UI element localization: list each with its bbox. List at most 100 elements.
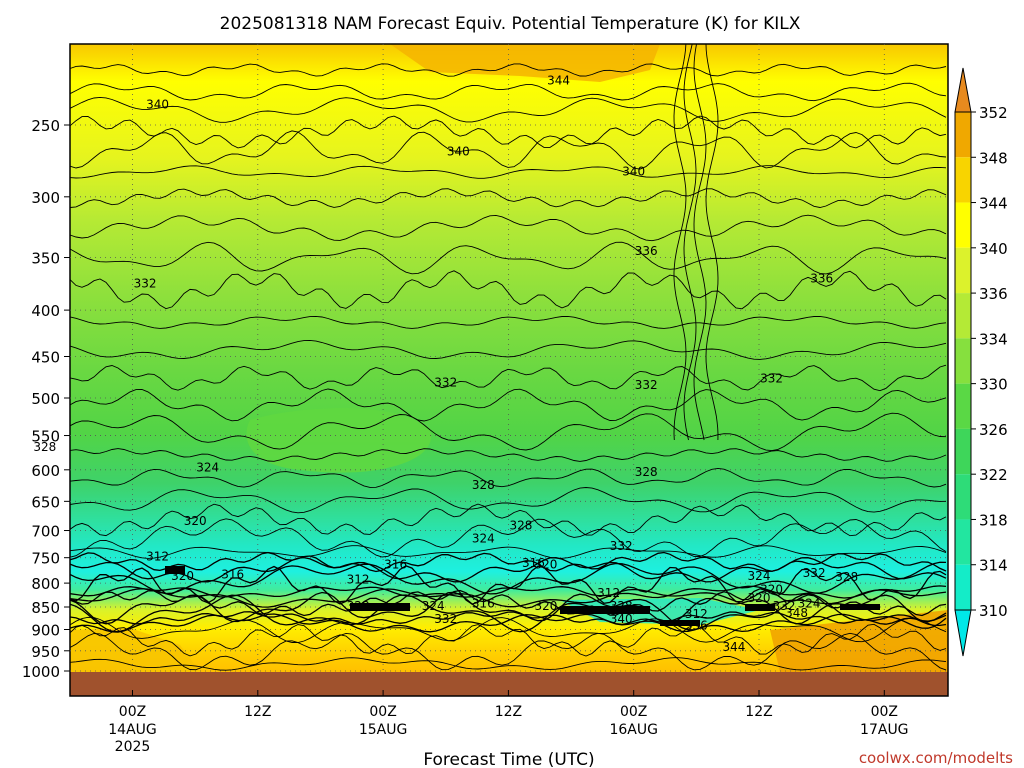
colorbar: 352 348 344 340 336 334 330 326 322 318 314 310 (954, 67, 1008, 657)
colorbar-label: 334 (979, 330, 1008, 348)
colorbar-swatch (955, 157, 971, 203)
contour-label: 332 (760, 371, 783, 385)
contour-label: 344 (722, 640, 745, 654)
contour-line (673, 43, 687, 441)
contour-label: 324 (798, 597, 821, 611)
x-tick-date: 17AUG (860, 722, 909, 738)
contour-label: 328 (509, 519, 532, 533)
contour-line (69, 616, 947, 643)
colorbar-label: 322 (979, 466, 1008, 484)
contour-label: 324 (196, 460, 219, 474)
colorbar-top-arrow (954, 67, 972, 113)
contour-dense-band (560, 606, 650, 614)
y-tick-label: 1000 (22, 663, 60, 681)
x-tick-label: 00Z (871, 704, 898, 720)
contour-line (69, 593, 947, 633)
contour-label: 328 (347, 599, 370, 613)
contour-label: 320 (760, 582, 783, 596)
contour-label: 332 (434, 376, 457, 390)
contour-line (69, 561, 947, 595)
plot-frame (69, 43, 949, 697)
contour-line (69, 518, 947, 558)
x-tick-date: 15AUG (359, 722, 408, 738)
contour-label: 324 (748, 569, 771, 583)
y-tick-label: 400 (31, 302, 60, 320)
colorbar-label: 330 (979, 376, 1008, 394)
x-tick-label: 12Z (244, 704, 271, 720)
contour-lines (69, 43, 947, 671)
contour-line (69, 115, 947, 149)
contour-line (69, 632, 947, 671)
contour-label: 328 (33, 440, 56, 454)
contour-line (69, 589, 947, 617)
colorbar-swatch (955, 428, 971, 475)
y-tick-label: 800 (31, 575, 60, 593)
x-tick-label: 00Z (369, 704, 396, 720)
colorbar-swatch (955, 519, 971, 565)
contour-label: 340 (610, 612, 633, 626)
contour-line (69, 487, 947, 514)
colorbar-label: 348 (979, 149, 1008, 167)
contour-line (69, 588, 947, 608)
contour-label: 316 (472, 597, 495, 611)
colorbar-label: 318 (979, 511, 1008, 529)
field-patch (70, 628, 200, 672)
y-tick-label: 700 (31, 523, 60, 541)
colorbar-swatch (955, 564, 971, 610)
y-tick-label: 650 (31, 493, 60, 511)
x-tick-label: 00Z (620, 704, 647, 720)
contour-line (69, 96, 947, 123)
contour-line (69, 241, 947, 275)
contour-line (69, 82, 947, 102)
contour-line (69, 545, 947, 559)
contour-label: 328 (472, 478, 495, 492)
x-axis-label: Forecast Time (UTC) (423, 750, 594, 768)
contour-line (69, 448, 947, 462)
contour-line (69, 388, 947, 422)
colorbar-swatch (955, 202, 971, 248)
contour-label: 336 (810, 271, 833, 285)
contour-line (69, 188, 947, 208)
contour-label: 332 (434, 612, 457, 626)
contour-line (69, 623, 947, 657)
contour-dense-band (165, 566, 185, 574)
contour-line (705, 43, 719, 441)
contour-line (69, 467, 947, 488)
x-tick-label: 12Z (745, 704, 772, 720)
contour-label: 312 (597, 586, 620, 600)
credit-text: coolwx.com/modelts (859, 749, 1013, 767)
contour-label: 324 (422, 599, 445, 613)
contour-line (69, 364, 947, 392)
contour-label: 324 (472, 531, 495, 545)
contour-label: 312 (347, 573, 370, 587)
contour-line (69, 591, 947, 625)
terrain (70, 672, 948, 696)
colorbar-frame (954, 111, 972, 611)
y-tick-label: 750 (31, 550, 60, 568)
colorbar-swatch (955, 474, 971, 520)
contour-line (69, 270, 947, 310)
contour-line (69, 613, 947, 633)
contour-label: 320 (535, 557, 558, 571)
x-tick-date: 14AUG (108, 722, 157, 738)
contour-label: 332 (610, 539, 633, 553)
contour-label: 336 (685, 618, 708, 632)
y-tick-label: 550 (31, 428, 60, 446)
contour-line (69, 412, 947, 452)
x-tick-label: 00Z (119, 704, 146, 720)
y-tick-label: 600 (31, 462, 60, 480)
contour-label: 316 (522, 556, 545, 570)
contour-labels: 3443443403403403363363323323323323283243… (33, 74, 858, 654)
contour-label: 316 (384, 557, 407, 571)
colorbar-swatch (955, 383, 971, 429)
contour-label: 328 (610, 599, 633, 613)
colorbar-swatch (955, 112, 971, 158)
colorbar-swatch (955, 338, 971, 384)
y-tick-label: 950 (31, 643, 60, 661)
contour-dense-band (840, 604, 880, 610)
contour-label: 340 (146, 98, 169, 112)
colorbar-label: 310 (979, 602, 1008, 620)
y-axis: 250 300 350 400 450 500 550 600 650 700 750 800 850 9… (22, 117, 70, 681)
colorbar-label: 326 (979, 421, 1008, 439)
